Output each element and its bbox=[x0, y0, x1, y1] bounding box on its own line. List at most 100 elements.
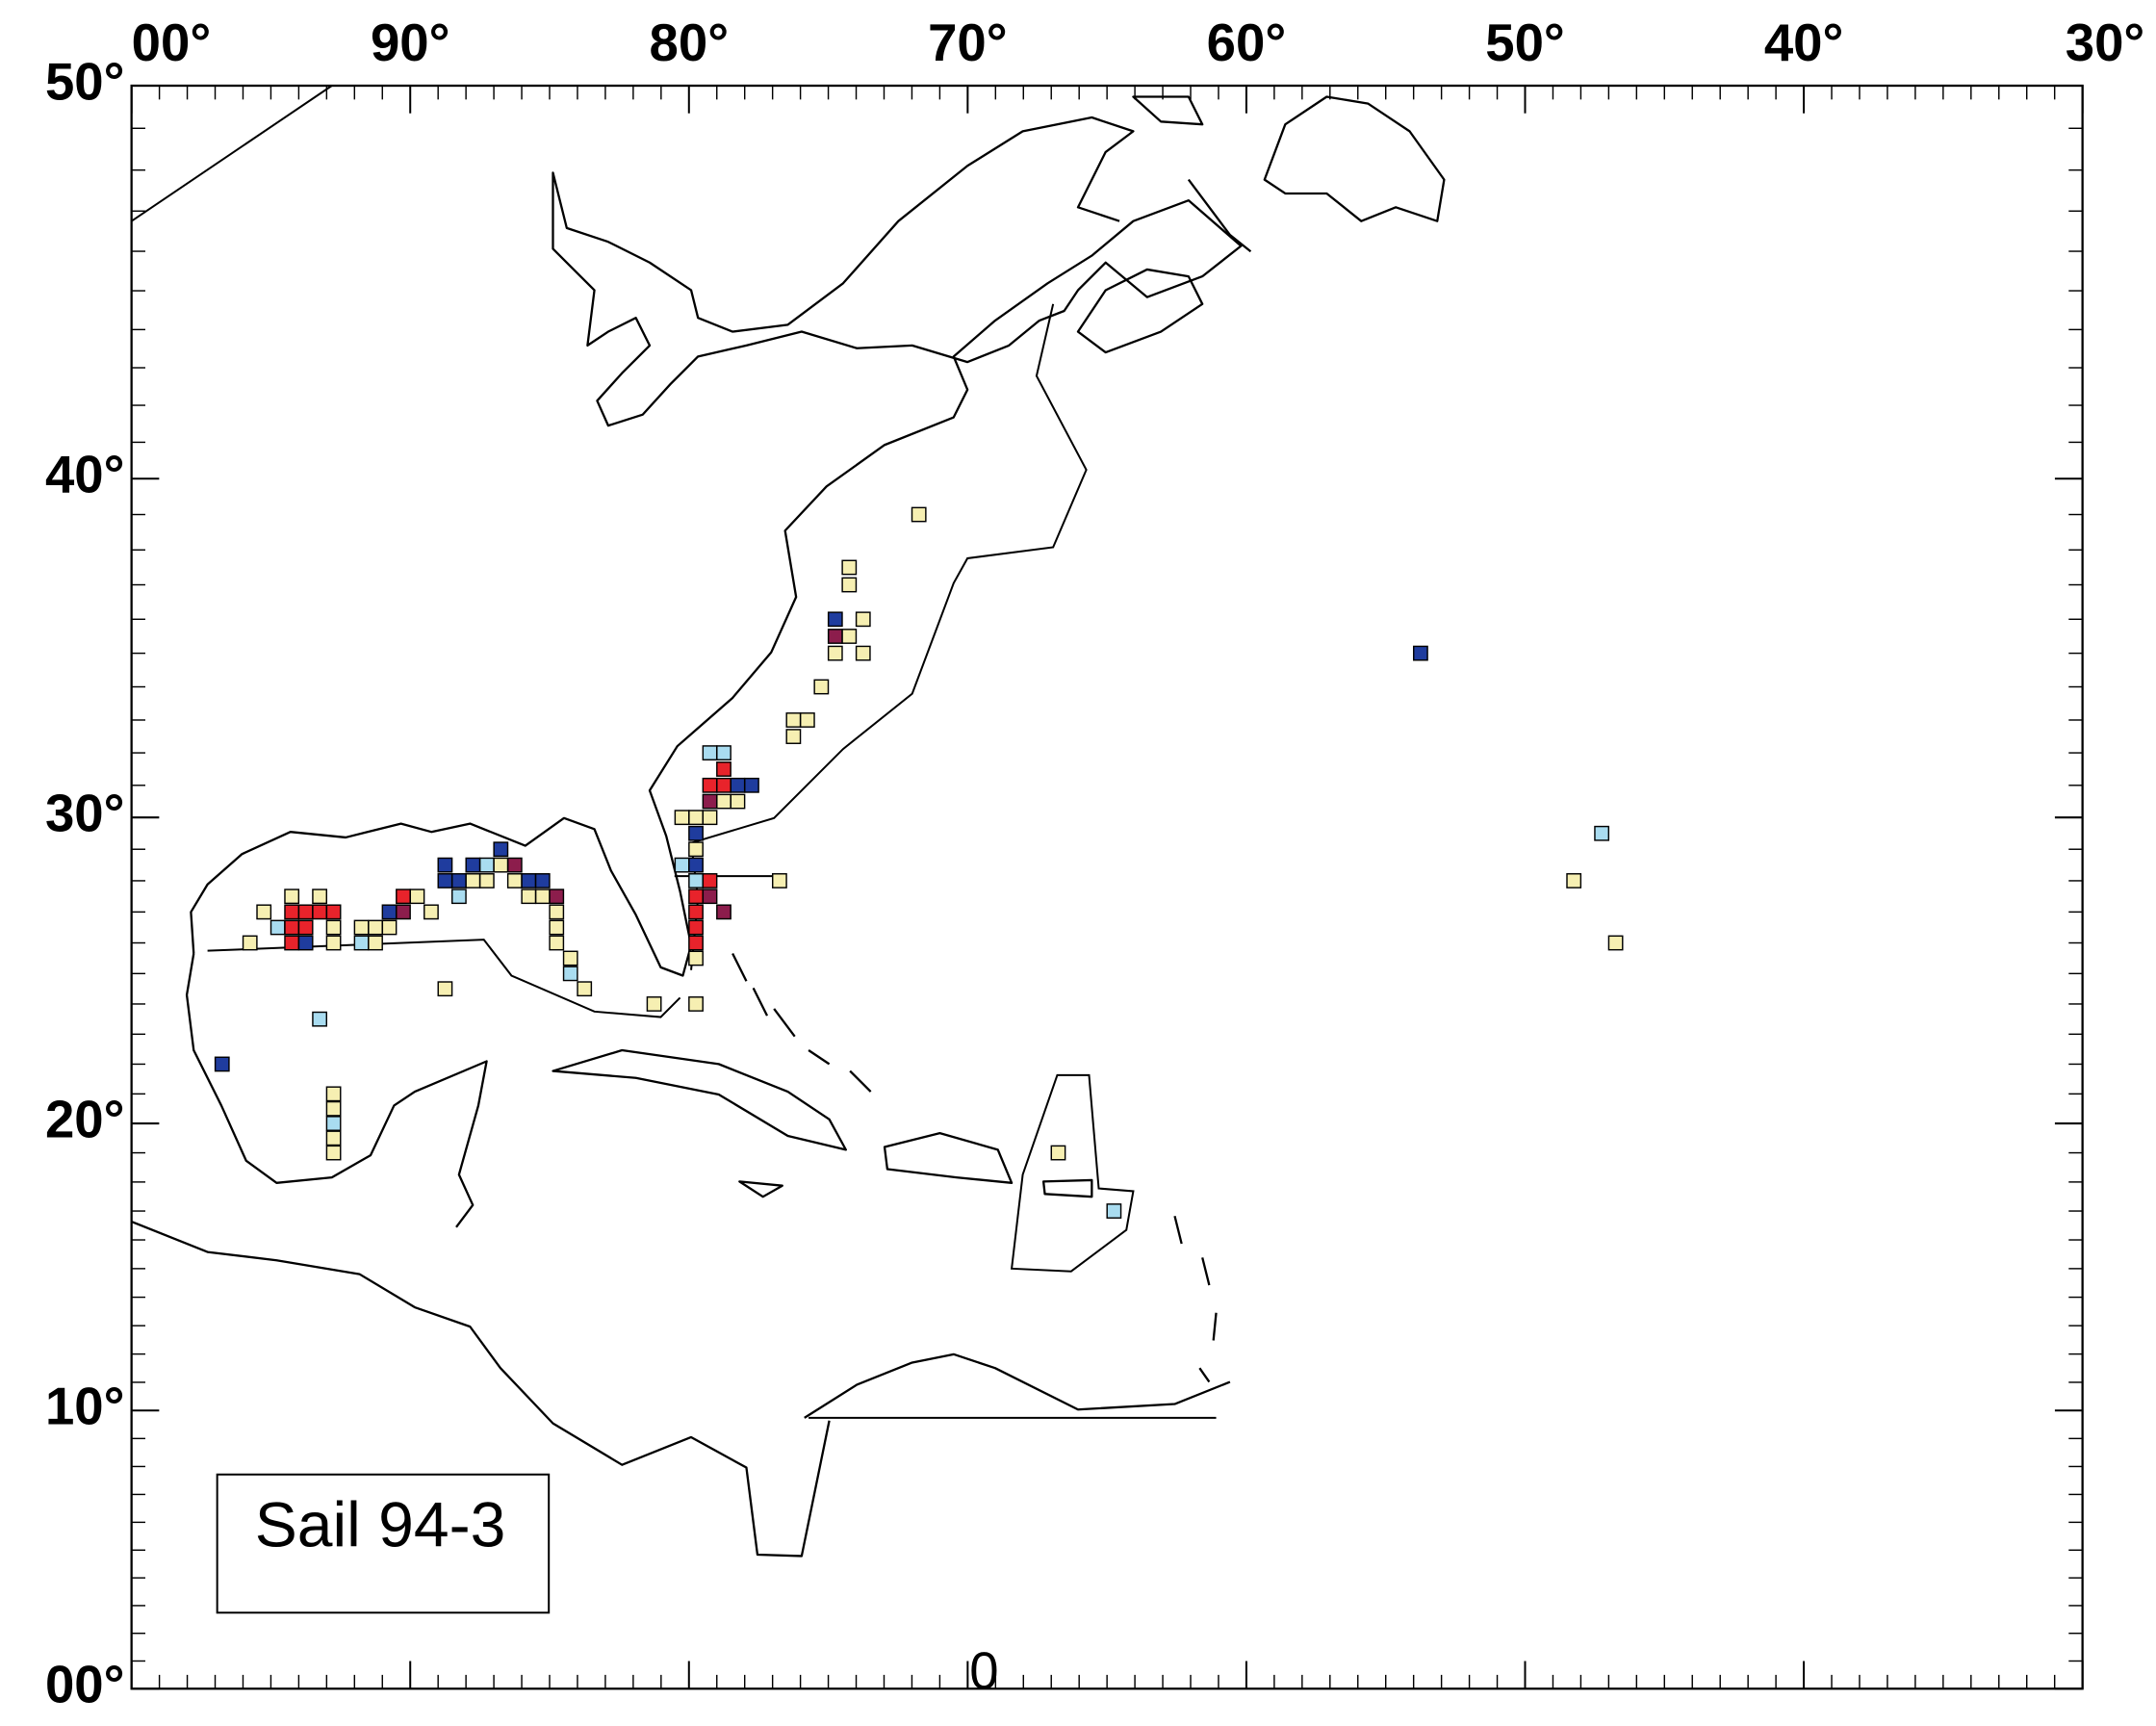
cuba bbox=[552, 1048, 847, 1151]
cell bbox=[744, 777, 759, 793]
x-tick-label: 90° bbox=[371, 13, 450, 72]
cell bbox=[1106, 1203, 1122, 1219]
x-tick-label: 60° bbox=[1207, 13, 1287, 72]
cell bbox=[297, 919, 314, 936]
coastline bbox=[190, 116, 1243, 977]
x-tick-label: 30° bbox=[2066, 13, 2145, 72]
cell bbox=[841, 629, 858, 644]
cell bbox=[1607, 935, 1624, 951]
cell bbox=[1413, 645, 1428, 661]
y-tick-label: 10° bbox=[45, 1378, 125, 1436]
cell bbox=[688, 841, 704, 858]
coastlines bbox=[131, 95, 1446, 1558]
cell bbox=[674, 810, 690, 826]
cell bbox=[772, 873, 787, 889]
boundary-line bbox=[689, 303, 1088, 970]
cell bbox=[353, 935, 370, 951]
cell bbox=[549, 919, 565, 936]
cell bbox=[1050, 1145, 1066, 1161]
cell bbox=[534, 889, 551, 905]
cell bbox=[381, 919, 398, 936]
cell bbox=[785, 729, 802, 744]
coastline bbox=[1263, 95, 1446, 222]
y-tick-label: 00° bbox=[45, 1656, 125, 1714]
cell bbox=[1594, 825, 1610, 841]
cell bbox=[674, 857, 690, 873]
coastline bbox=[1132, 95, 1204, 126]
cell bbox=[702, 777, 718, 793]
cell bbox=[478, 873, 495, 889]
cell bbox=[409, 889, 425, 905]
y-tick-label: 50° bbox=[45, 52, 125, 111]
cell bbox=[325, 935, 342, 951]
cell bbox=[270, 919, 286, 936]
jamaica bbox=[738, 1180, 783, 1198]
cell bbox=[450, 873, 467, 889]
cell bbox=[549, 889, 565, 905]
cell bbox=[716, 745, 732, 760]
puerto-rico bbox=[1041, 1178, 1093, 1198]
y-tick-label: 40° bbox=[45, 446, 125, 504]
cell bbox=[646, 996, 662, 1012]
cell bbox=[813, 679, 830, 695]
coastline bbox=[804, 1352, 1231, 1419]
hispaniola bbox=[883, 1132, 1014, 1184]
cell bbox=[688, 950, 704, 966]
cell bbox=[312, 1011, 328, 1027]
coastline bbox=[131, 1220, 831, 1558]
cell bbox=[506, 873, 523, 889]
cell bbox=[688, 904, 704, 920]
coastline bbox=[1187, 178, 1252, 253]
cell bbox=[465, 873, 481, 889]
cell bbox=[284, 919, 300, 936]
boundary-line bbox=[131, 85, 333, 222]
x-tick-label: 00° bbox=[132, 13, 212, 72]
cell bbox=[1566, 873, 1582, 889]
bahamas bbox=[732, 953, 872, 1093]
cell bbox=[730, 793, 746, 810]
cell bbox=[702, 889, 718, 905]
lesser-antilles bbox=[1173, 1216, 1218, 1383]
cell bbox=[827, 611, 843, 628]
cell bbox=[688, 873, 704, 889]
cell bbox=[549, 904, 565, 920]
cell bbox=[702, 745, 718, 760]
cell bbox=[688, 996, 704, 1012]
cell bbox=[437, 873, 453, 889]
coastline bbox=[1076, 268, 1204, 354]
cell bbox=[688, 935, 704, 951]
cell bbox=[534, 873, 551, 889]
cell bbox=[396, 904, 411, 920]
cell bbox=[827, 645, 843, 661]
cell bbox=[325, 1100, 342, 1117]
map-frame bbox=[130, 84, 2084, 1690]
cell bbox=[284, 935, 300, 951]
cell bbox=[549, 935, 565, 951]
cell bbox=[424, 904, 439, 920]
cell bbox=[256, 904, 272, 920]
cell bbox=[702, 810, 718, 826]
cell bbox=[688, 889, 704, 905]
cell bbox=[562, 950, 578, 966]
cell bbox=[562, 966, 578, 982]
cell bbox=[688, 857, 704, 873]
cell bbox=[716, 793, 732, 810]
cell bbox=[325, 919, 342, 936]
cell bbox=[325, 904, 342, 920]
cell bbox=[437, 857, 453, 873]
cell bbox=[799, 712, 815, 728]
cell bbox=[297, 904, 314, 920]
x-tick-label: 50° bbox=[1485, 13, 1565, 72]
cell bbox=[465, 857, 481, 873]
cell bbox=[855, 645, 871, 661]
cell bbox=[911, 506, 927, 523]
cell bbox=[785, 712, 802, 728]
cell bbox=[716, 777, 732, 793]
cell bbox=[396, 889, 411, 905]
cell bbox=[577, 981, 593, 997]
cell bbox=[284, 889, 300, 905]
cell bbox=[521, 873, 537, 889]
cell bbox=[493, 841, 509, 858]
